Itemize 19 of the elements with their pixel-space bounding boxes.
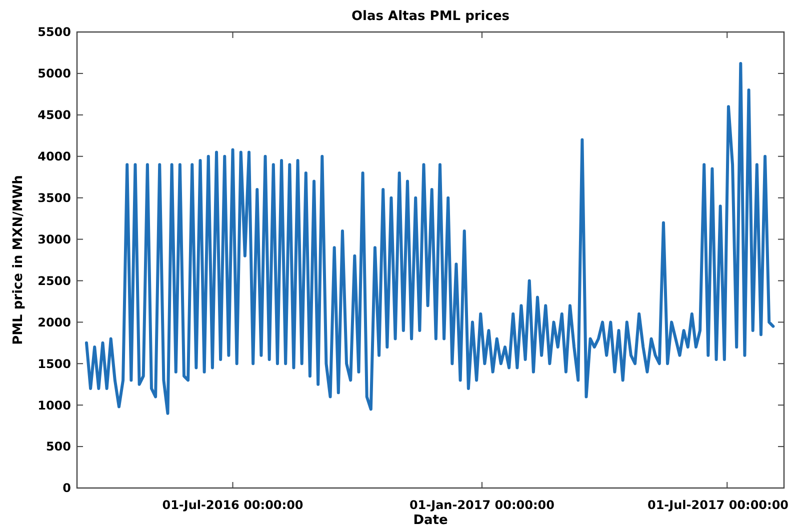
y-tick-label: 3000 xyxy=(38,232,71,246)
y-tick-label: 500 xyxy=(46,440,71,454)
x-tick-label: 01-Jul-2017 00:00:00 xyxy=(647,498,789,512)
y-tick-label: 2000 xyxy=(38,315,71,330)
y-tick-label: 4000 xyxy=(38,150,71,164)
y-tick-label: 5500 xyxy=(38,25,71,40)
y-axis-title: PML price in MXN/MWh xyxy=(11,175,26,345)
y-tick-label: 0 xyxy=(62,481,71,496)
line-series xyxy=(84,62,775,415)
x-axis-title: Date xyxy=(413,513,448,526)
x-tick-label: 01-Jan-2017 00:00:00 xyxy=(409,498,554,512)
y-tick-label: 4500 xyxy=(38,108,71,122)
x-tick-label: 01-Jul-2016 00:00:00 xyxy=(162,498,304,512)
y-tick-label: 1500 xyxy=(38,356,71,371)
y-tick-label: 3500 xyxy=(38,191,71,206)
y-tick-label: 2500 xyxy=(38,274,71,288)
y-tick-label: 5000 xyxy=(38,66,71,81)
y-tick-label: 1000 xyxy=(38,398,71,412)
chart-title: Olas Altas PML prices xyxy=(351,9,510,24)
